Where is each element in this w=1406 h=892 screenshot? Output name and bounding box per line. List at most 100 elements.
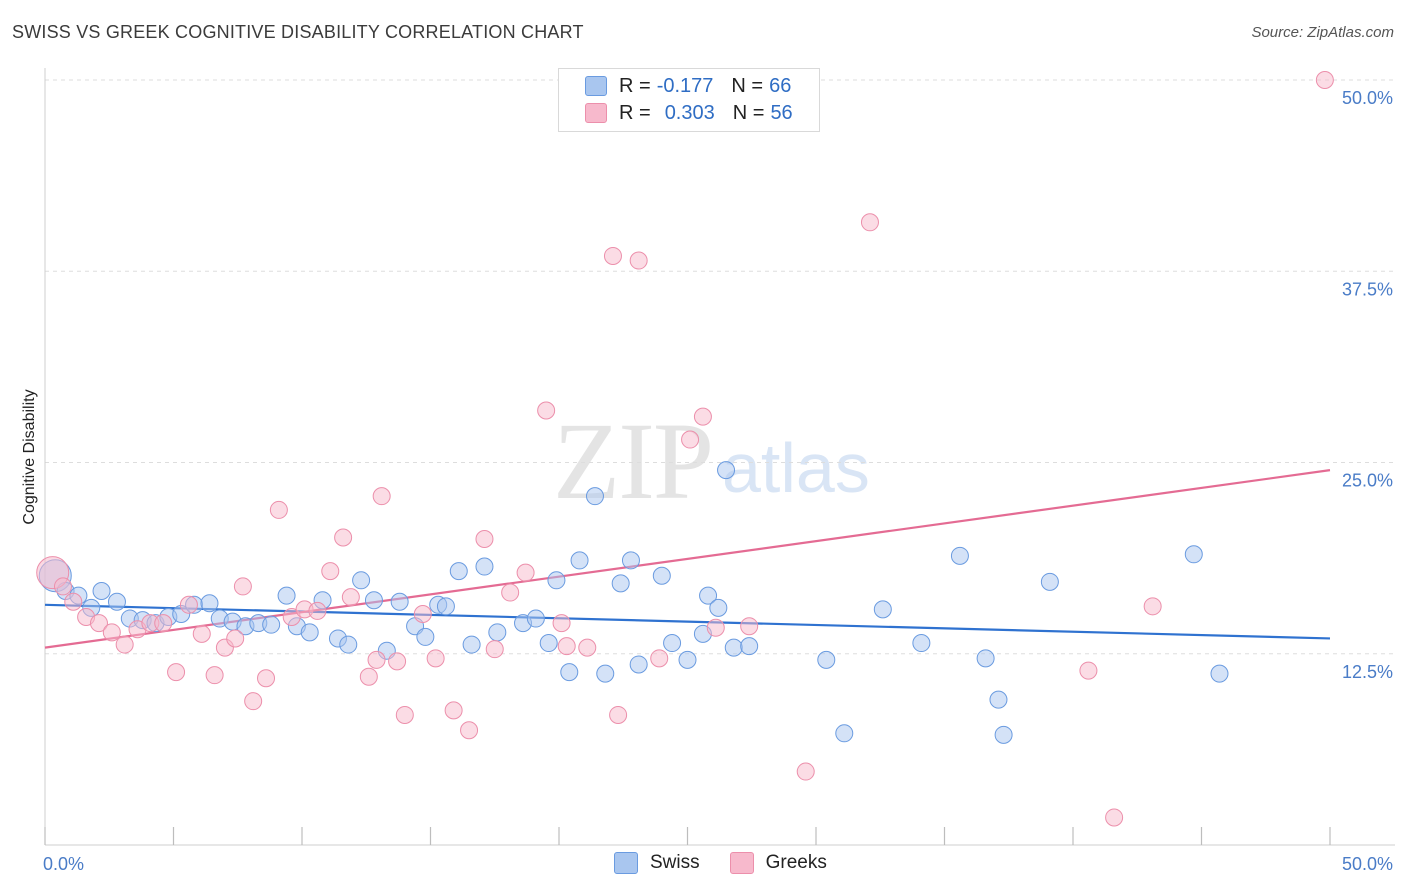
swiss-point: [436, 597, 455, 616]
swiss-point: [416, 627, 435, 646]
greek-point: [537, 401, 556, 420]
greek-point: [706, 618, 725, 637]
greek-point: [740, 617, 759, 636]
greek-point: [516, 563, 535, 582]
swiss-point: [950, 546, 969, 565]
greek-point: [557, 637, 576, 656]
greek-point: [796, 762, 815, 781]
greek-point: [388, 652, 407, 671]
swiss-point: [352, 571, 371, 590]
greek-point: [603, 246, 622, 265]
swiss-point: [107, 592, 126, 611]
swiss-point: [526, 609, 545, 628]
greek-point: [650, 649, 669, 668]
greek-point: [269, 500, 288, 519]
greek-point: [308, 601, 327, 620]
swiss-point: [462, 635, 481, 654]
y-tick-label: 50.0%: [1342, 88, 1393, 108]
greek-point: [102, 623, 121, 642]
bottom-legend: Swiss Greeks: [614, 852, 857, 874]
y-tick-label: 25.0%: [1342, 471, 1393, 491]
watermark-zip: ZIP: [553, 400, 714, 522]
swiss-point: [621, 551, 640, 570]
bottom-legend-greeks: Greeks: [729, 852, 827, 874]
swiss-point: [976, 649, 995, 668]
watermark-atlas: atlas: [722, 429, 870, 507]
x-tick-label: 0.0%: [43, 854, 84, 874]
greek-point: [444, 701, 463, 720]
swiss-point: [488, 623, 507, 642]
swiss-point: [539, 634, 558, 653]
swiss-swatch-icon: [585, 76, 607, 96]
swiss-point: [200, 594, 219, 613]
tick-labels: 12.5% 25.0% 37.5% 50.0% 0.0% 50.0% Cognitive D…: [21, 88, 1393, 874]
legend-row-greeks: R = 0.303 N = 56: [585, 102, 793, 124]
swiss-point: [629, 655, 648, 674]
greek-point: [233, 577, 252, 596]
swiss-point: [994, 725, 1013, 744]
swiss-point: [678, 650, 697, 669]
greek-point: [115, 635, 134, 654]
legend-n-value: 56: [770, 101, 793, 124]
greek-point: [395, 705, 414, 724]
greek-point: [413, 604, 432, 623]
greek-point: [1143, 597, 1162, 616]
greek-point: [609, 705, 628, 724]
greek-point: [460, 721, 479, 740]
greek-point: [693, 407, 712, 426]
swiss-point: [724, 638, 743, 657]
swiss-swatch-icon: [614, 852, 638, 874]
greek-point: [485, 640, 504, 659]
swiss-trend-line: [44, 603, 1331, 640]
swiss-point: [560, 663, 579, 682]
swiss-point: [300, 623, 319, 642]
swiss-point: [585, 487, 604, 506]
swiss-point: [817, 650, 836, 669]
swiss-point: [92, 582, 111, 601]
greek-point: [426, 649, 445, 668]
legend-r-value: -0.177: [656, 74, 714, 97]
bottom-legend-swiss-label: Swiss: [650, 852, 700, 873]
y-tick-label: 37.5%: [1342, 279, 1393, 299]
y-tick-label: 12.5%: [1342, 662, 1393, 682]
swiss-point: [262, 615, 281, 634]
swiss-point: [390, 592, 409, 611]
swiss-point: [1210, 664, 1229, 683]
legend-n-label: N =: [731, 74, 764, 97]
bottom-legend-greeks-label: Greeks: [765, 852, 827, 873]
legend-n-label: N =: [732, 101, 765, 124]
greek-point: [205, 666, 224, 685]
data-points: [36, 71, 1334, 827]
greek-point: [359, 667, 378, 686]
legend-row-swiss: R = -0.177 N = 66: [585, 75, 791, 97]
swiss-point: [709, 598, 728, 617]
greek-swatch-icon: [729, 852, 754, 874]
y-axis-label: Cognitive Disability: [21, 389, 38, 524]
swiss-point: [1040, 572, 1059, 591]
axes: [44, 68, 1395, 846]
swiss-point: [835, 724, 854, 743]
greek-point: [552, 614, 571, 633]
legend-r-label: R =: [619, 74, 651, 97]
swiss-point: [663, 634, 682, 653]
greek-point: [226, 629, 245, 648]
greek-point: [629, 251, 648, 270]
swiss-point: [652, 566, 671, 585]
swiss-point: [547, 571, 566, 590]
greek-point: [179, 595, 198, 614]
greek-point: [244, 692, 263, 711]
swiss-point: [1184, 545, 1203, 564]
swiss-point: [717, 461, 736, 480]
swiss-point: [611, 574, 630, 593]
greek-point: [860, 213, 879, 232]
greek-point: [89, 614, 108, 633]
greek-point: [1315, 71, 1334, 89]
swiss-point: [449, 562, 468, 581]
greek-point: [167, 663, 186, 682]
greek-point: [257, 669, 276, 688]
swiss-point: [699, 586, 718, 605]
greek-point: [321, 562, 340, 581]
swiss-point: [570, 551, 589, 570]
greek-point: [367, 650, 386, 669]
